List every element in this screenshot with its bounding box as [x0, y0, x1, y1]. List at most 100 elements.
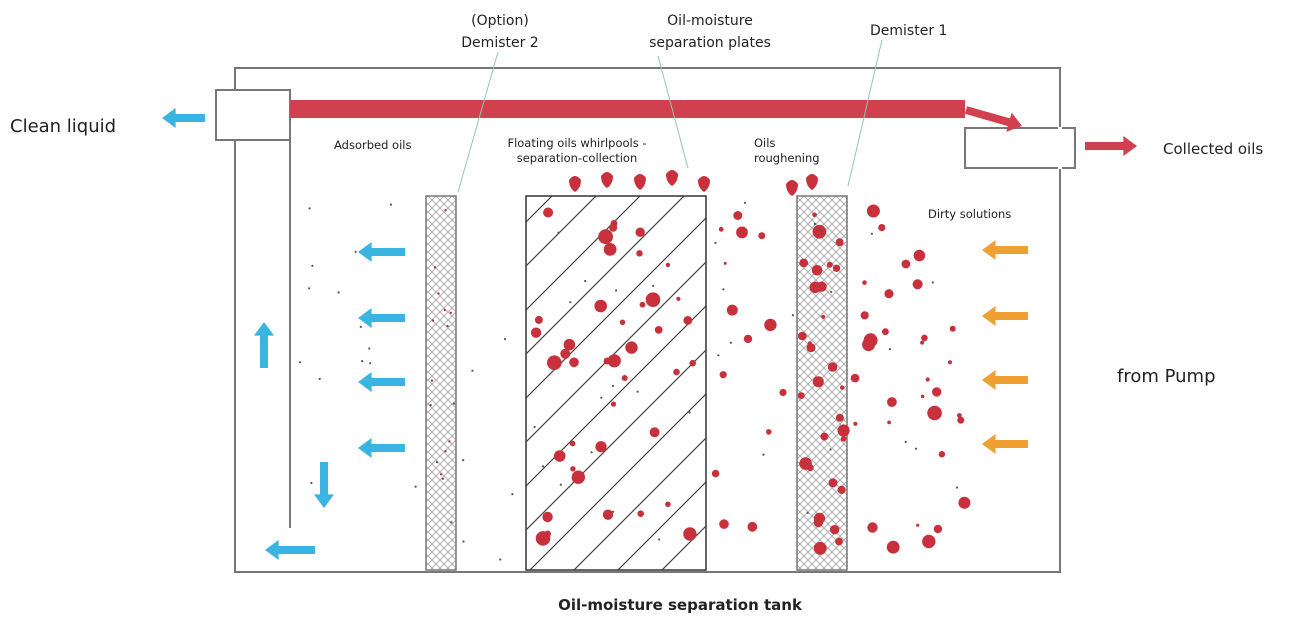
- oil-drop-rising: [666, 170, 678, 186]
- oil-drop: [799, 258, 809, 268]
- oil-drop: [867, 522, 878, 533]
- oil-drop: [530, 327, 542, 338]
- particle-dot: [830, 290, 833, 294]
- oil-drop: [764, 318, 777, 332]
- collected-oils-outlet: [964, 127, 1076, 169]
- tank-outline: [234, 67, 1061, 573]
- oil-drop: [560, 348, 571, 359]
- oil-drop: [441, 477, 444, 480]
- oil-drop: [832, 264, 841, 272]
- oil-drop: [689, 359, 696, 367]
- particle-dot: [499, 558, 502, 561]
- oil-drop: [807, 341, 812, 346]
- oil-drop: [866, 204, 880, 218]
- oil-drop: [806, 343, 816, 353]
- particle-dot: [471, 369, 474, 372]
- oil-drop: [569, 357, 579, 368]
- oil-drop: [813, 517, 824, 528]
- particle-dot: [541, 465, 545, 468]
- oil-drop: [813, 541, 827, 555]
- oil-drop: [603, 357, 611, 365]
- oil-drop: [665, 262, 671, 268]
- oil-drop: [948, 360, 952, 365]
- clean-flow-arrow: [358, 308, 405, 328]
- oil-drop: [723, 261, 727, 265]
- particle-dot: [904, 440, 907, 443]
- oil-drop: [938, 451, 946, 458]
- particle-dot: [318, 377, 321, 380]
- oil-droplets: [298, 170, 971, 561]
- particle-dot: [435, 461, 439, 464]
- particle-dot: [813, 222, 816, 226]
- oil-drop: [821, 314, 826, 319]
- oil-drop: [563, 338, 576, 351]
- oil-drop: [887, 397, 897, 407]
- oil-drop: [958, 496, 971, 509]
- dirty-solutions-label: Dirty solutions: [928, 207, 1012, 221]
- oil-drop: [835, 413, 844, 422]
- particle-dot: [819, 229, 822, 232]
- oil-drop: [758, 232, 766, 240]
- clean-flow-arrow: [265, 540, 315, 560]
- tank-caption: Oil-moisture separation tank: [558, 596, 802, 614]
- separation-plates-label: Oil-moisture separation plates: [649, 13, 771, 51]
- particle-dot: [359, 325, 362, 328]
- particle-dot: [559, 483, 562, 486]
- oil-drop: [882, 328, 889, 336]
- particle-dot: [557, 231, 560, 234]
- clean-liquid-outlet: [215, 89, 291, 141]
- oil-drop: [932, 387, 942, 397]
- oil-drop: [637, 510, 644, 517]
- oil-drop: [619, 319, 626, 326]
- oil-drop: [635, 227, 645, 237]
- oil-drop: [711, 469, 720, 478]
- oil-drop: [598, 229, 613, 245]
- leader-lines: [457, 39, 883, 193]
- oil-drop: [747, 521, 758, 532]
- oil-drop: [544, 530, 551, 538]
- dirty-flow-arrow: [982, 434, 1028, 454]
- particle-dot: [511, 493, 514, 496]
- oil-drop: [736, 226, 748, 239]
- oil-drop: [913, 249, 926, 262]
- particle-dot: [368, 347, 371, 350]
- oil-drop: [812, 212, 817, 218]
- particle-dot: [337, 291, 340, 294]
- oil-drop: [837, 424, 850, 437]
- particle-dot: [311, 264, 314, 267]
- oil-drop: [602, 509, 614, 520]
- oil-drop: [595, 441, 607, 453]
- oil-drop: [901, 259, 911, 269]
- oil-drop: [820, 432, 829, 441]
- particle-dot: [829, 448, 832, 451]
- oil-drop-rising: [634, 174, 646, 190]
- particle-dot: [503, 338, 507, 341]
- oil-drop: [835, 238, 844, 247]
- oil-drop: [779, 388, 787, 397]
- oil-drop: [431, 319, 435, 322]
- oil-drop-rising: [569, 176, 581, 192]
- oil-drop: [639, 301, 646, 308]
- particle-dot: [888, 348, 892, 351]
- particle-dot: [688, 411, 691, 414]
- oil-drop: [766, 429, 772, 435]
- particle-dot: [569, 301, 572, 304]
- oil-drop: [450, 521, 453, 524]
- oil-drop: [816, 281, 827, 292]
- particle-dot: [743, 201, 747, 204]
- clean-flow-arrow: [162, 108, 205, 128]
- oil-drop: [570, 466, 576, 472]
- oil-drop: [920, 340, 925, 345]
- demister-2: [425, 195, 457, 571]
- oil-drop: [886, 540, 900, 554]
- oil-drop: [957, 416, 965, 424]
- oil-drop: [543, 207, 554, 218]
- oil-drop: [719, 371, 727, 379]
- oil-drop: [446, 324, 449, 328]
- oil-drop: [429, 403, 432, 407]
- oil-drop: [448, 440, 451, 443]
- oil-drop-rising: [698, 176, 710, 192]
- oil-drop: [676, 296, 681, 301]
- particle-dot: [369, 362, 372, 365]
- particle-dot: [806, 511, 809, 514]
